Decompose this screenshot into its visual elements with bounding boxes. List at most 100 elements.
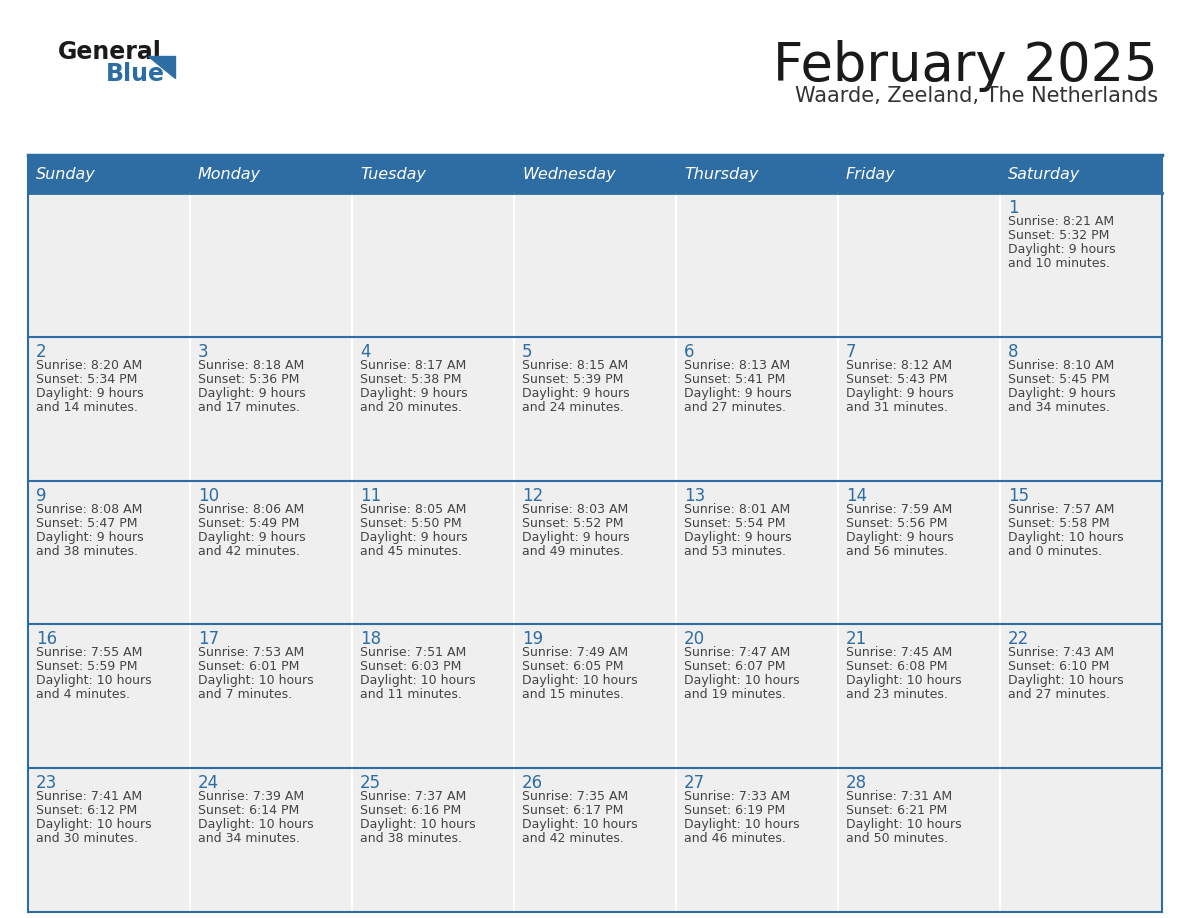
Bar [514,768,676,912]
Text: Sunset: 6:14 PM: Sunset: 6:14 PM [198,804,299,817]
Text: Sunset: 6:03 PM: Sunset: 6:03 PM [360,660,461,674]
Bar [29,768,190,912]
Text: Sunrise: 8:13 AM: Sunrise: 8:13 AM [684,359,790,372]
Bar [838,624,1000,768]
Text: 17: 17 [198,631,219,648]
Bar [352,193,514,337]
Text: 5: 5 [522,342,532,361]
Bar [838,337,1000,481]
Bar [1000,481,1162,624]
Text: Daylight: 10 hours: Daylight: 10 hours [198,675,314,688]
Text: Sunrise: 7:35 AM: Sunrise: 7:35 AM [522,790,628,803]
Bar [352,481,514,624]
Text: and 53 minutes.: and 53 minutes. [684,544,786,557]
Text: Sunrise: 8:01 AM: Sunrise: 8:01 AM [684,502,790,516]
Text: Sunrise: 8:21 AM: Sunrise: 8:21 AM [1007,215,1114,228]
Text: 18: 18 [360,631,381,648]
Bar [29,337,190,481]
Text: Sunset: 6:05 PM: Sunset: 6:05 PM [522,660,624,674]
Text: 8: 8 [1007,342,1018,361]
Text: 3: 3 [198,342,209,361]
Text: 26: 26 [522,774,543,792]
Text: Monday: Monday [198,166,261,182]
Text: Sunset: 5:32 PM: Sunset: 5:32 PM [1007,229,1110,242]
Text: Sunset: 6:08 PM: Sunset: 6:08 PM [846,660,948,674]
Text: and 46 minutes.: and 46 minutes. [684,833,786,845]
Bar [1000,337,1162,481]
Text: Sunrise: 7:31 AM: Sunrise: 7:31 AM [846,790,952,803]
Bar [1000,193,1162,337]
Text: Daylight: 9 hours: Daylight: 9 hours [684,531,791,543]
Text: and 50 minutes.: and 50 minutes. [846,833,948,845]
Text: Daylight: 10 hours: Daylight: 10 hours [360,675,475,688]
Text: and 0 minutes.: and 0 minutes. [1007,544,1102,557]
Text: Sunrise: 8:03 AM: Sunrise: 8:03 AM [522,502,628,516]
Text: Daylight: 10 hours: Daylight: 10 hours [1007,531,1124,543]
Text: Saturday: Saturday [1007,166,1080,182]
Text: Sunrise: 7:55 AM: Sunrise: 7:55 AM [36,646,143,659]
Text: Daylight: 10 hours: Daylight: 10 hours [522,818,638,831]
Text: and 38 minutes.: and 38 minutes. [36,544,138,557]
Text: 10: 10 [198,487,219,505]
Text: Sunset: 5:34 PM: Sunset: 5:34 PM [36,373,138,386]
Text: 12: 12 [522,487,543,505]
Text: Sunrise: 8:10 AM: Sunrise: 8:10 AM [1007,359,1114,372]
Text: and 24 minutes.: and 24 minutes. [522,401,624,414]
Text: 25: 25 [360,774,381,792]
Text: Daylight: 9 hours: Daylight: 9 hours [846,531,954,543]
Text: Sunrise: 7:49 AM: Sunrise: 7:49 AM [522,646,628,659]
Text: Daylight: 9 hours: Daylight: 9 hours [1007,243,1116,256]
Text: Sunset: 5:38 PM: Sunset: 5:38 PM [360,373,461,386]
Text: Sunrise: 7:53 AM: Sunrise: 7:53 AM [198,646,304,659]
Text: Sunrise: 7:33 AM: Sunrise: 7:33 AM [684,790,790,803]
Text: and 49 minutes.: and 49 minutes. [522,544,624,557]
Text: February 2025: February 2025 [773,40,1158,92]
Text: Daylight: 9 hours: Daylight: 9 hours [360,531,468,543]
Text: Sunset: 6:10 PM: Sunset: 6:10 PM [1007,660,1110,674]
Text: Sunset: 5:41 PM: Sunset: 5:41 PM [684,373,785,386]
Text: Sunset: 5:52 PM: Sunset: 5:52 PM [522,517,624,530]
Text: Sunset: 5:47 PM: Sunset: 5:47 PM [36,517,138,530]
Text: Daylight: 9 hours: Daylight: 9 hours [36,386,144,400]
Text: 23: 23 [36,774,57,792]
Text: 6: 6 [684,342,695,361]
Text: 20: 20 [684,631,706,648]
Bar [29,193,190,337]
Text: and 30 minutes.: and 30 minutes. [36,833,138,845]
Text: Sunday: Sunday [36,166,96,182]
Text: and 14 minutes.: and 14 minutes. [36,401,138,414]
Text: Sunrise: 8:12 AM: Sunrise: 8:12 AM [846,359,952,372]
Text: 22: 22 [1007,631,1029,648]
Text: Daylight: 9 hours: Daylight: 9 hours [360,386,468,400]
Bar [190,193,352,337]
Text: Daylight: 9 hours: Daylight: 9 hours [36,531,144,543]
Text: Sunset: 5:54 PM: Sunset: 5:54 PM [684,517,785,530]
Bar [1000,768,1162,912]
Text: 7: 7 [846,342,857,361]
Text: Sunrise: 7:57 AM: Sunrise: 7:57 AM [1007,502,1114,516]
Text: Sunrise: 8:06 AM: Sunrise: 8:06 AM [198,502,304,516]
Bar [190,481,352,624]
Text: 24: 24 [198,774,219,792]
Text: 21: 21 [846,631,867,648]
Polygon shape [148,56,175,78]
Text: Sunrise: 8:17 AM: Sunrise: 8:17 AM [360,359,466,372]
Text: Sunset: 5:58 PM: Sunset: 5:58 PM [1007,517,1110,530]
Bar [676,481,838,624]
Bar [514,337,676,481]
Bar [838,768,1000,912]
Text: Daylight: 10 hours: Daylight: 10 hours [360,818,475,831]
Bar [29,624,190,768]
Text: Daylight: 10 hours: Daylight: 10 hours [198,818,314,831]
Bar [514,193,676,337]
Bar [676,624,838,768]
Text: Daylight: 10 hours: Daylight: 10 hours [846,818,961,831]
Bar [190,768,352,912]
Text: Waarde, Zeeland, The Netherlands: Waarde, Zeeland, The Netherlands [795,86,1158,106]
Text: and 42 minutes.: and 42 minutes. [522,833,624,845]
Text: Sunrise: 7:59 AM: Sunrise: 7:59 AM [846,502,953,516]
Text: Sunset: 5:39 PM: Sunset: 5:39 PM [522,373,624,386]
Text: 15: 15 [1007,487,1029,505]
Text: Sunset: 5:59 PM: Sunset: 5:59 PM [36,660,138,674]
Text: and 23 minutes.: and 23 minutes. [846,688,948,701]
